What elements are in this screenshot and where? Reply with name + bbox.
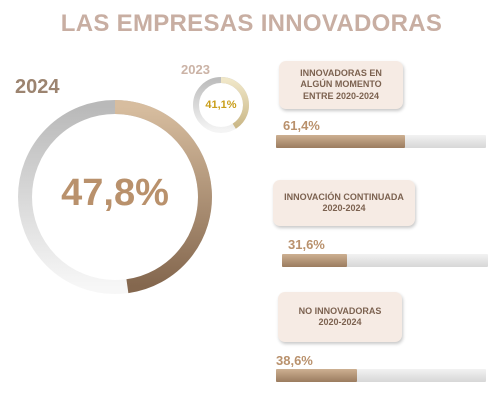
category-card-innovacion-continuada: INNOVACIÓN CONTINUADA 2020-2024 [273,180,415,226]
donut-small-value: 41,1% [205,99,237,111]
card-3-line-2: 2020-2024 [318,317,362,327]
category-card-no-innovadoras: NO INNOVADORAS 2020-2024 [278,292,402,342]
bar-2-value: 31,6% [288,237,325,252]
bar-1-value: 61,4% [283,118,320,133]
bar-3-value: 38,6% [276,353,313,368]
chart-title: LAS EMPRESAS INNOVADORAS [60,10,443,37]
donut-main-value: 47,8% [61,172,169,214]
card-1-line-3: ENTRE 2020-2024 [302,90,380,101]
bar-2-fill [282,254,348,267]
bar-3-fill [276,369,358,382]
card-1-line-1: INNOVADORAS EN [300,67,382,78]
card-2-line-1: INNOVACIÓN CONTINUADA [284,191,404,202]
card-1-line-2: ALGÚN MOMENTO [300,79,382,90]
donut-chart-2023 [193,77,249,133]
card-2-line-2: 2020-2024 [322,203,366,213]
bar-2-track [282,254,488,267]
bar-3-track [276,369,486,382]
bar-1-fill [276,135,405,148]
donut-main-value-arc [114,100,212,294]
bar-1-track [276,135,486,148]
donut-main-year: 2024 [15,76,60,98]
category-card-innovadoras: INNOVADORAS EN ALGÚN MOMENTO ENTRE 2020-… [279,61,403,109]
donut-chart-2024 [18,100,212,294]
donut-small-value-arc [220,77,249,129]
donut-small-year: 2023 [181,62,210,77]
card-3-line-1: NO INNOVADORAS [298,305,382,316]
